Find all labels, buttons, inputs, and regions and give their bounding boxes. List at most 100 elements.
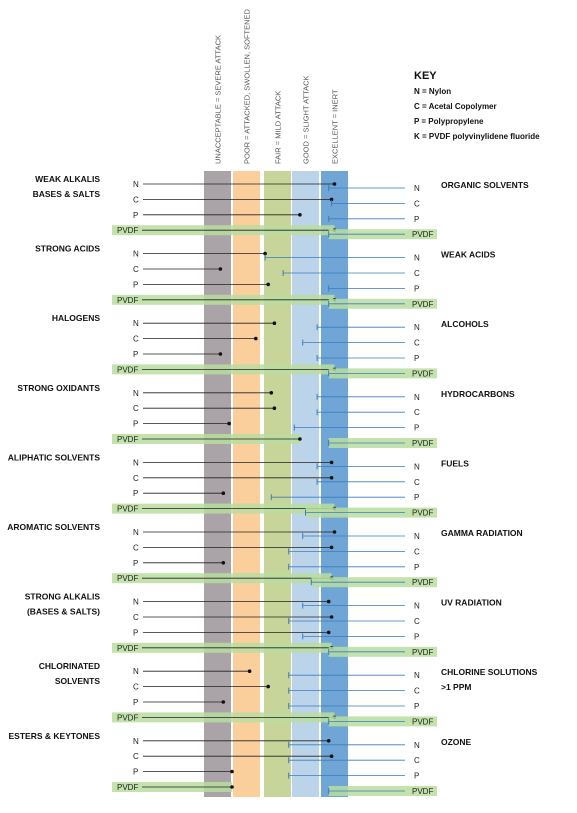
material-label-right: P — [414, 493, 419, 502]
material-label-left: PVDF — [117, 435, 138, 444]
material-label-right: C — [414, 408, 420, 417]
right-group-label: HYDROCARBONS — [441, 389, 515, 399]
left-value-dot — [247, 669, 252, 673]
material-label-left: P — [133, 489, 138, 498]
material-label-left: PVDF — [117, 365, 138, 374]
column-label-4: GOOD = SLIGHT ATTACK — [302, 75, 311, 164]
material-label-left: P — [133, 559, 138, 568]
right-group-label: >1 PPM — [441, 682, 471, 692]
left-value-dot — [329, 197, 334, 202]
right-group-label: FUELS — [441, 458, 469, 468]
material-label-right: P — [414, 632, 419, 641]
right-group-label: UV RADIATION — [441, 598, 502, 608]
material-label-right: PVDF — [412, 787, 433, 796]
material-label-right: PVDF — [412, 439, 433, 448]
left-group-label: (BASES & SALTS) — [27, 607, 100, 617]
column-label-2: POOR = ATTACKED, SWOLLEN, SOFTENED — [243, 8, 252, 164]
left-value-dot — [272, 406, 277, 411]
material-label-right: PVDF — [412, 648, 433, 657]
left-value-dot — [227, 421, 231, 426]
material-label-left: PVDF — [117, 574, 138, 583]
material-label-left: N — [133, 389, 139, 398]
right-group-label: WEAK ACIDS — [441, 250, 496, 260]
left-group-label: HALOGENS — [52, 313, 101, 323]
column-label-1: UNACCEPTABLE = SEVERE ATTACK — [214, 35, 223, 164]
rating-column-labels: UNACCEPTABLE = SEVERE ATTACK POOR = ATTAC… — [214, 8, 340, 164]
right-group-label: OZONE — [441, 737, 472, 747]
material-label-right: N — [414, 532, 420, 541]
material-label-right: P — [414, 563, 419, 572]
material-label-left: C — [133, 335, 139, 344]
left-value-dot — [230, 785, 234, 789]
left-value-dot — [332, 530, 337, 534]
left-value-dot — [230, 769, 234, 774]
material-label-left: C — [133, 265, 139, 274]
material-label-right: N — [414, 254, 420, 263]
material-label-left: C — [133, 195, 139, 204]
left-group-label: BASES & SALTS — [33, 189, 101, 199]
rating-column-2 — [233, 171, 260, 797]
left-group-label: AROMATIC SOLVENTS — [7, 522, 100, 532]
material-label-left: P — [133, 350, 138, 359]
left-value-dot — [329, 545, 334, 550]
material-label-right: C — [414, 199, 420, 208]
material-label-right: C — [414, 269, 420, 278]
material-label-right: P — [414, 702, 419, 711]
material-label-left: P — [133, 768, 138, 777]
left-value-dot — [329, 754, 334, 758]
key-item: C = Acetal Copolymer — [414, 102, 497, 111]
material-label-left: PVDF — [117, 644, 138, 653]
material-label-right: PVDF — [412, 300, 433, 309]
column-label-3: FAIR = MILD ATTACK — [274, 91, 283, 164]
material-label-right: N — [414, 184, 420, 193]
material-label-right: PVDF — [412, 230, 433, 239]
left-group-label: STRONG ACIDS — [35, 244, 100, 254]
right-group-label: ALCOHOLS — [441, 319, 489, 329]
material-label-left: N — [133, 319, 139, 328]
left-value-dot — [272, 321, 277, 326]
material-label-left: C — [133, 404, 139, 413]
left-value-dot — [298, 213, 302, 217]
material-label-right: N — [414, 323, 420, 332]
material-label-left: C — [133, 683, 139, 692]
material-label-right: P — [414, 284, 419, 293]
left-value-dot — [329, 476, 334, 480]
material-label-left: P — [133, 628, 138, 637]
left-value-dot — [326, 739, 331, 743]
key-item: K = PVDF polyvinylidene fluoride — [414, 132, 540, 141]
left-value-dot — [221, 491, 226, 496]
material-label-left: N — [133, 737, 139, 746]
left-group-label: CHLORINATED — [39, 661, 100, 671]
material-label-left: N — [133, 528, 139, 537]
left-value-dot — [269, 391, 274, 395]
left-value-dot — [326, 599, 331, 604]
material-label-right: N — [414, 393, 420, 402]
material-label-right: N — [414, 602, 420, 611]
left-group-label: STRONG OXIDANTS — [17, 383, 100, 393]
material-label-left: PVDF — [117, 783, 138, 792]
material-label-left: C — [133, 752, 139, 761]
rating-column-1 — [204, 171, 231, 797]
material-label-left: PVDF — [117, 713, 138, 722]
material-label-left: P — [133, 211, 138, 220]
material-label-right: C — [414, 478, 420, 487]
left-group-label: ESTERS & KEYTONES — [9, 731, 101, 741]
left-value-dot — [266, 684, 271, 689]
material-label-right: N — [414, 741, 420, 750]
material-label-left: C — [133, 543, 139, 552]
material-label-right: P — [414, 772, 419, 781]
key-item: P = Polypropylene — [414, 117, 484, 126]
left-value-dot — [329, 615, 334, 619]
material-label-right: PVDF — [412, 578, 433, 587]
material-label-right: PVDF — [412, 509, 433, 518]
left-value-dot — [254, 336, 258, 341]
key-legend: KEY N = Nylon C = Acetal Copolymer P = Poly… — [414, 70, 540, 141]
left-group-label: WEAK ALKALIS — [35, 174, 100, 184]
material-label-left: N — [133, 598, 139, 607]
material-label-right: P — [414, 215, 419, 224]
material-label-right: P — [414, 424, 419, 433]
left-value-dot — [329, 460, 334, 465]
material-label-right: C — [414, 339, 420, 348]
material-label-right: N — [414, 462, 420, 471]
